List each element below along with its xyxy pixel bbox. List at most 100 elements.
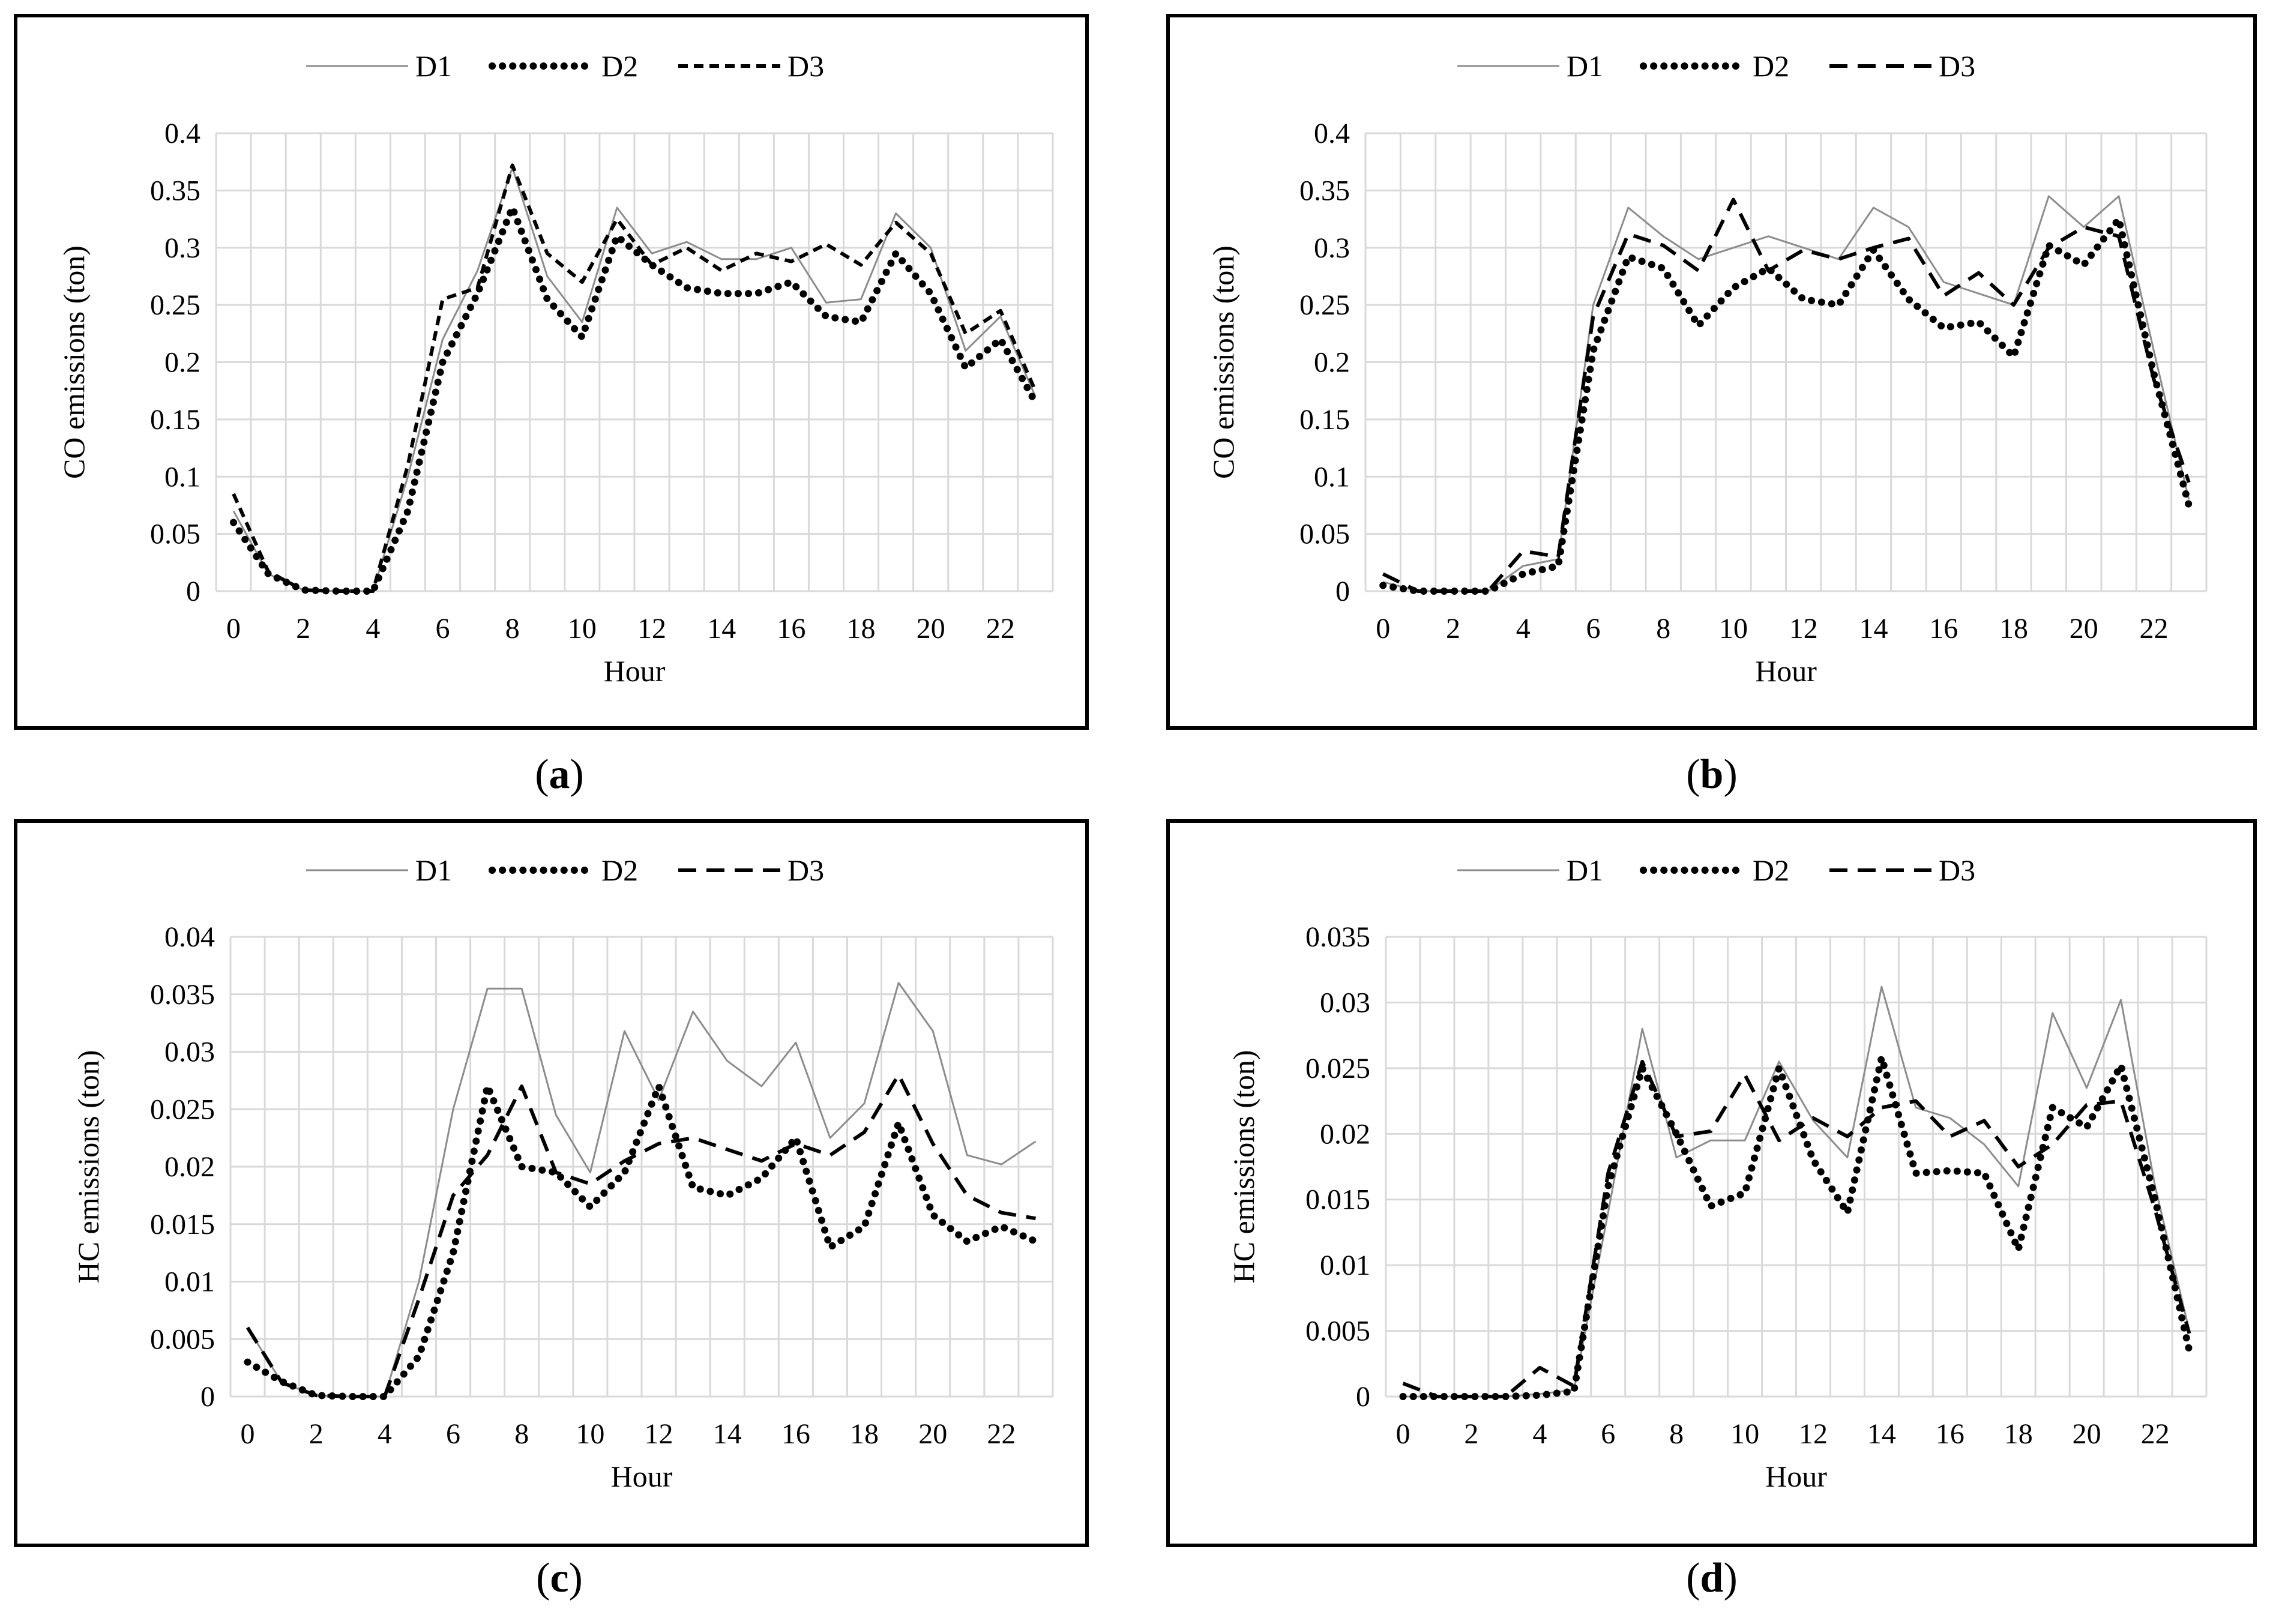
x-tick-label: 2 — [1446, 613, 1460, 645]
x-tick-label: 16 — [777, 613, 805, 645]
y-tick-label: 0.05 — [150, 519, 200, 550]
x-tick-label: 8 — [514, 1418, 529, 1450]
x-axis-tick-labels: 0 2 4 6 8 10 12 14 16 18 20 22 — [1395, 1418, 2169, 1450]
x-tick-label: 6 — [1586, 613, 1600, 645]
x-tick-label: 14 — [713, 1418, 742, 1450]
caption-letter: b — [1700, 751, 1724, 798]
x-tick-label: 12 — [645, 1418, 673, 1450]
caption-paren-open: ( — [536, 1555, 550, 1601]
legend-label-d2: D2 — [1753, 853, 1789, 887]
legend: D1 D2 D3 — [1457, 853, 1975, 887]
panel-frame — [1166, 819, 2257, 1547]
caption-letter: a — [549, 751, 570, 798]
y-tick-label: 0.35 — [1299, 175, 1350, 206]
y-tick-label: 0 — [186, 576, 200, 607]
series-line-d2 — [244, 1083, 1040, 1400]
legend: D1 D2 D3 — [306, 49, 824, 83]
y-tick-label: 0.02 — [1320, 1118, 1370, 1150]
x-tick-label: 16 — [1929, 613, 1958, 645]
x-axis-title: Hour — [1765, 1460, 1827, 1493]
legend-label-d2: D2 — [601, 853, 638, 887]
y-tick-label: 0.03 — [164, 1036, 215, 1068]
y-axis-tick-labels: 0 0.005 0.01 0.015 0.02 0.025 0.03 0.035 — [1305, 921, 1370, 1413]
panel-c: 0 0.005 0.01 0.015 0.02 0.025 0.03 0.035 0.04 0 2 4… — [14, 819, 1089, 1601]
panel-a: 0 0.05 0.1 0.15 0.2 0.25 0.3 0.35 0.4 0 2 4 6 8 10 12 14… — [14, 14, 1089, 798]
x-tick-label: 14 — [1867, 1418, 1896, 1450]
x-tick-label: 2 — [296, 613, 310, 645]
x-tick-label: 10 — [1719, 613, 1748, 645]
y-tick-label: 0.25 — [1299, 289, 1350, 321]
y-tick-label: 0.25 — [150, 289, 200, 321]
legend-label-d1: D1 — [1567, 49, 1603, 83]
caption-paren-close: ) — [1723, 1555, 1737, 1601]
y-tick-label: 0.02 — [164, 1151, 215, 1183]
x-tick-label: 0 — [241, 1418, 255, 1450]
y-tick-label: 0.2 — [1314, 347, 1350, 379]
x-tick-label: 18 — [2004, 1418, 2033, 1450]
y-tick-label: 0.025 — [150, 1093, 215, 1125]
x-tick-label: 4 — [1516, 613, 1531, 645]
caption-paren-close: ) — [570, 751, 584, 798]
panel-d: 0 0.005 0.01 0.015 0.02 0.025 0.03 0.035 0 2 4 6 8 10… — [1166, 819, 2257, 1601]
y-tick-label: 0.01 — [1320, 1250, 1370, 1281]
x-tick-label: 14 — [1859, 613, 1888, 645]
panel-caption: (b) — [1686, 751, 1738, 798]
x-tick-label: 20 — [918, 1418, 947, 1450]
panel-caption: (c) — [536, 1555, 583, 1601]
x-tick-label: 18 — [1999, 613, 2028, 645]
x-tick-label: 0 — [1395, 1418, 1410, 1450]
y-tick-label: 0.035 — [1305, 921, 1370, 953]
y-tick-label: 0.04 — [164, 921, 215, 953]
x-tick-label: 22 — [2139, 613, 2168, 645]
x-tick-label: 10 — [576, 1418, 604, 1450]
x-tick-label: 2 — [1464, 1418, 1478, 1450]
caption-paren-close: ) — [1723, 751, 1737, 798]
panel-b: 0 0.05 0.1 0.15 0.2 0.25 0.3 0.35 0.4 0 2 4 6 8 10 12 14… — [1166, 14, 2257, 798]
x-tick-label: 12 — [1799, 1418, 1828, 1450]
y-axis-tick-labels: 0 0.005 0.01 0.015 0.02 0.025 0.03 0.035 0.04 — [150, 921, 215, 1413]
caption-paren-open: ( — [1686, 751, 1700, 798]
x-tick-label: 20 — [917, 613, 945, 645]
x-tick-label: 6 — [436, 613, 450, 645]
y-tick-label: 0 — [1356, 1381, 1370, 1413]
y-tick-label: 0.03 — [1320, 987, 1370, 1018]
panel-frame — [1166, 14, 2257, 730]
x-tick-label: 4 — [1532, 1418, 1547, 1450]
x-tick-label: 12 — [637, 613, 666, 645]
legend-label-d3: D3 — [1939, 853, 1975, 887]
x-tick-label: 16 — [1936, 1418, 1964, 1450]
y-tick-label: 0.1 — [1314, 461, 1350, 493]
y-axis-title: HC emissions (ton) — [1227, 1050, 1260, 1284]
y-tick-label: 0.4 — [164, 118, 200, 149]
y-tick-label: 0.3 — [1314, 232, 1350, 264]
caption-letter: d — [1700, 1555, 1724, 1601]
y-tick-label: 0.2 — [164, 347, 200, 379]
y-tick-label: 0.01 — [164, 1266, 215, 1298]
y-tick-label: 0.015 — [1305, 1184, 1370, 1216]
series-line-d1 — [1382, 195, 2190, 592]
y-axis-tick-labels: 0 0.05 0.1 0.15 0.2 0.25 0.3 0.35 0.4 — [1299, 118, 1350, 607]
x-axis-title: Hour — [604, 654, 666, 688]
caption-paren-open: ( — [1686, 1555, 1700, 1601]
y-tick-label: 0.035 — [150, 979, 215, 1011]
x-axis-tick-labels: 0 2 4 6 8 10 12 14 16 18 20 22 — [226, 613, 1015, 645]
series-line-d3 — [232, 163, 1037, 593]
x-tick-label: 22 — [2141, 1418, 2170, 1450]
y-axis-tick-labels: 0 0.05 0.1 0.15 0.2 0.25 0.3 0.35 0.4 — [150, 118, 200, 607]
series-line-d3 — [245, 1072, 1036, 1398]
legend: D1 D2 D3 — [306, 853, 824, 887]
x-tick-label: 6 — [1601, 1418, 1615, 1450]
x-tick-label: 22 — [987, 1418, 1016, 1450]
series-line-d1 — [247, 982, 1037, 1398]
grid — [1364, 132, 2208, 592]
x-axis-tick-labels: 0 2 4 6 8 10 12 14 16 18 20 22 — [1376, 613, 2168, 645]
legend-label-d3: D3 — [787, 49, 824, 83]
y-tick-label: 0.025 — [1305, 1053, 1370, 1084]
caption-letter: c — [550, 1555, 568, 1601]
series-group — [230, 163, 1039, 595]
series-line-d3 — [1382, 197, 2191, 593]
y-tick-label: 0.1 — [164, 461, 200, 493]
y-axis-title: HC emissions (ton) — [71, 1050, 105, 1284]
x-tick-label: 6 — [446, 1418, 460, 1450]
